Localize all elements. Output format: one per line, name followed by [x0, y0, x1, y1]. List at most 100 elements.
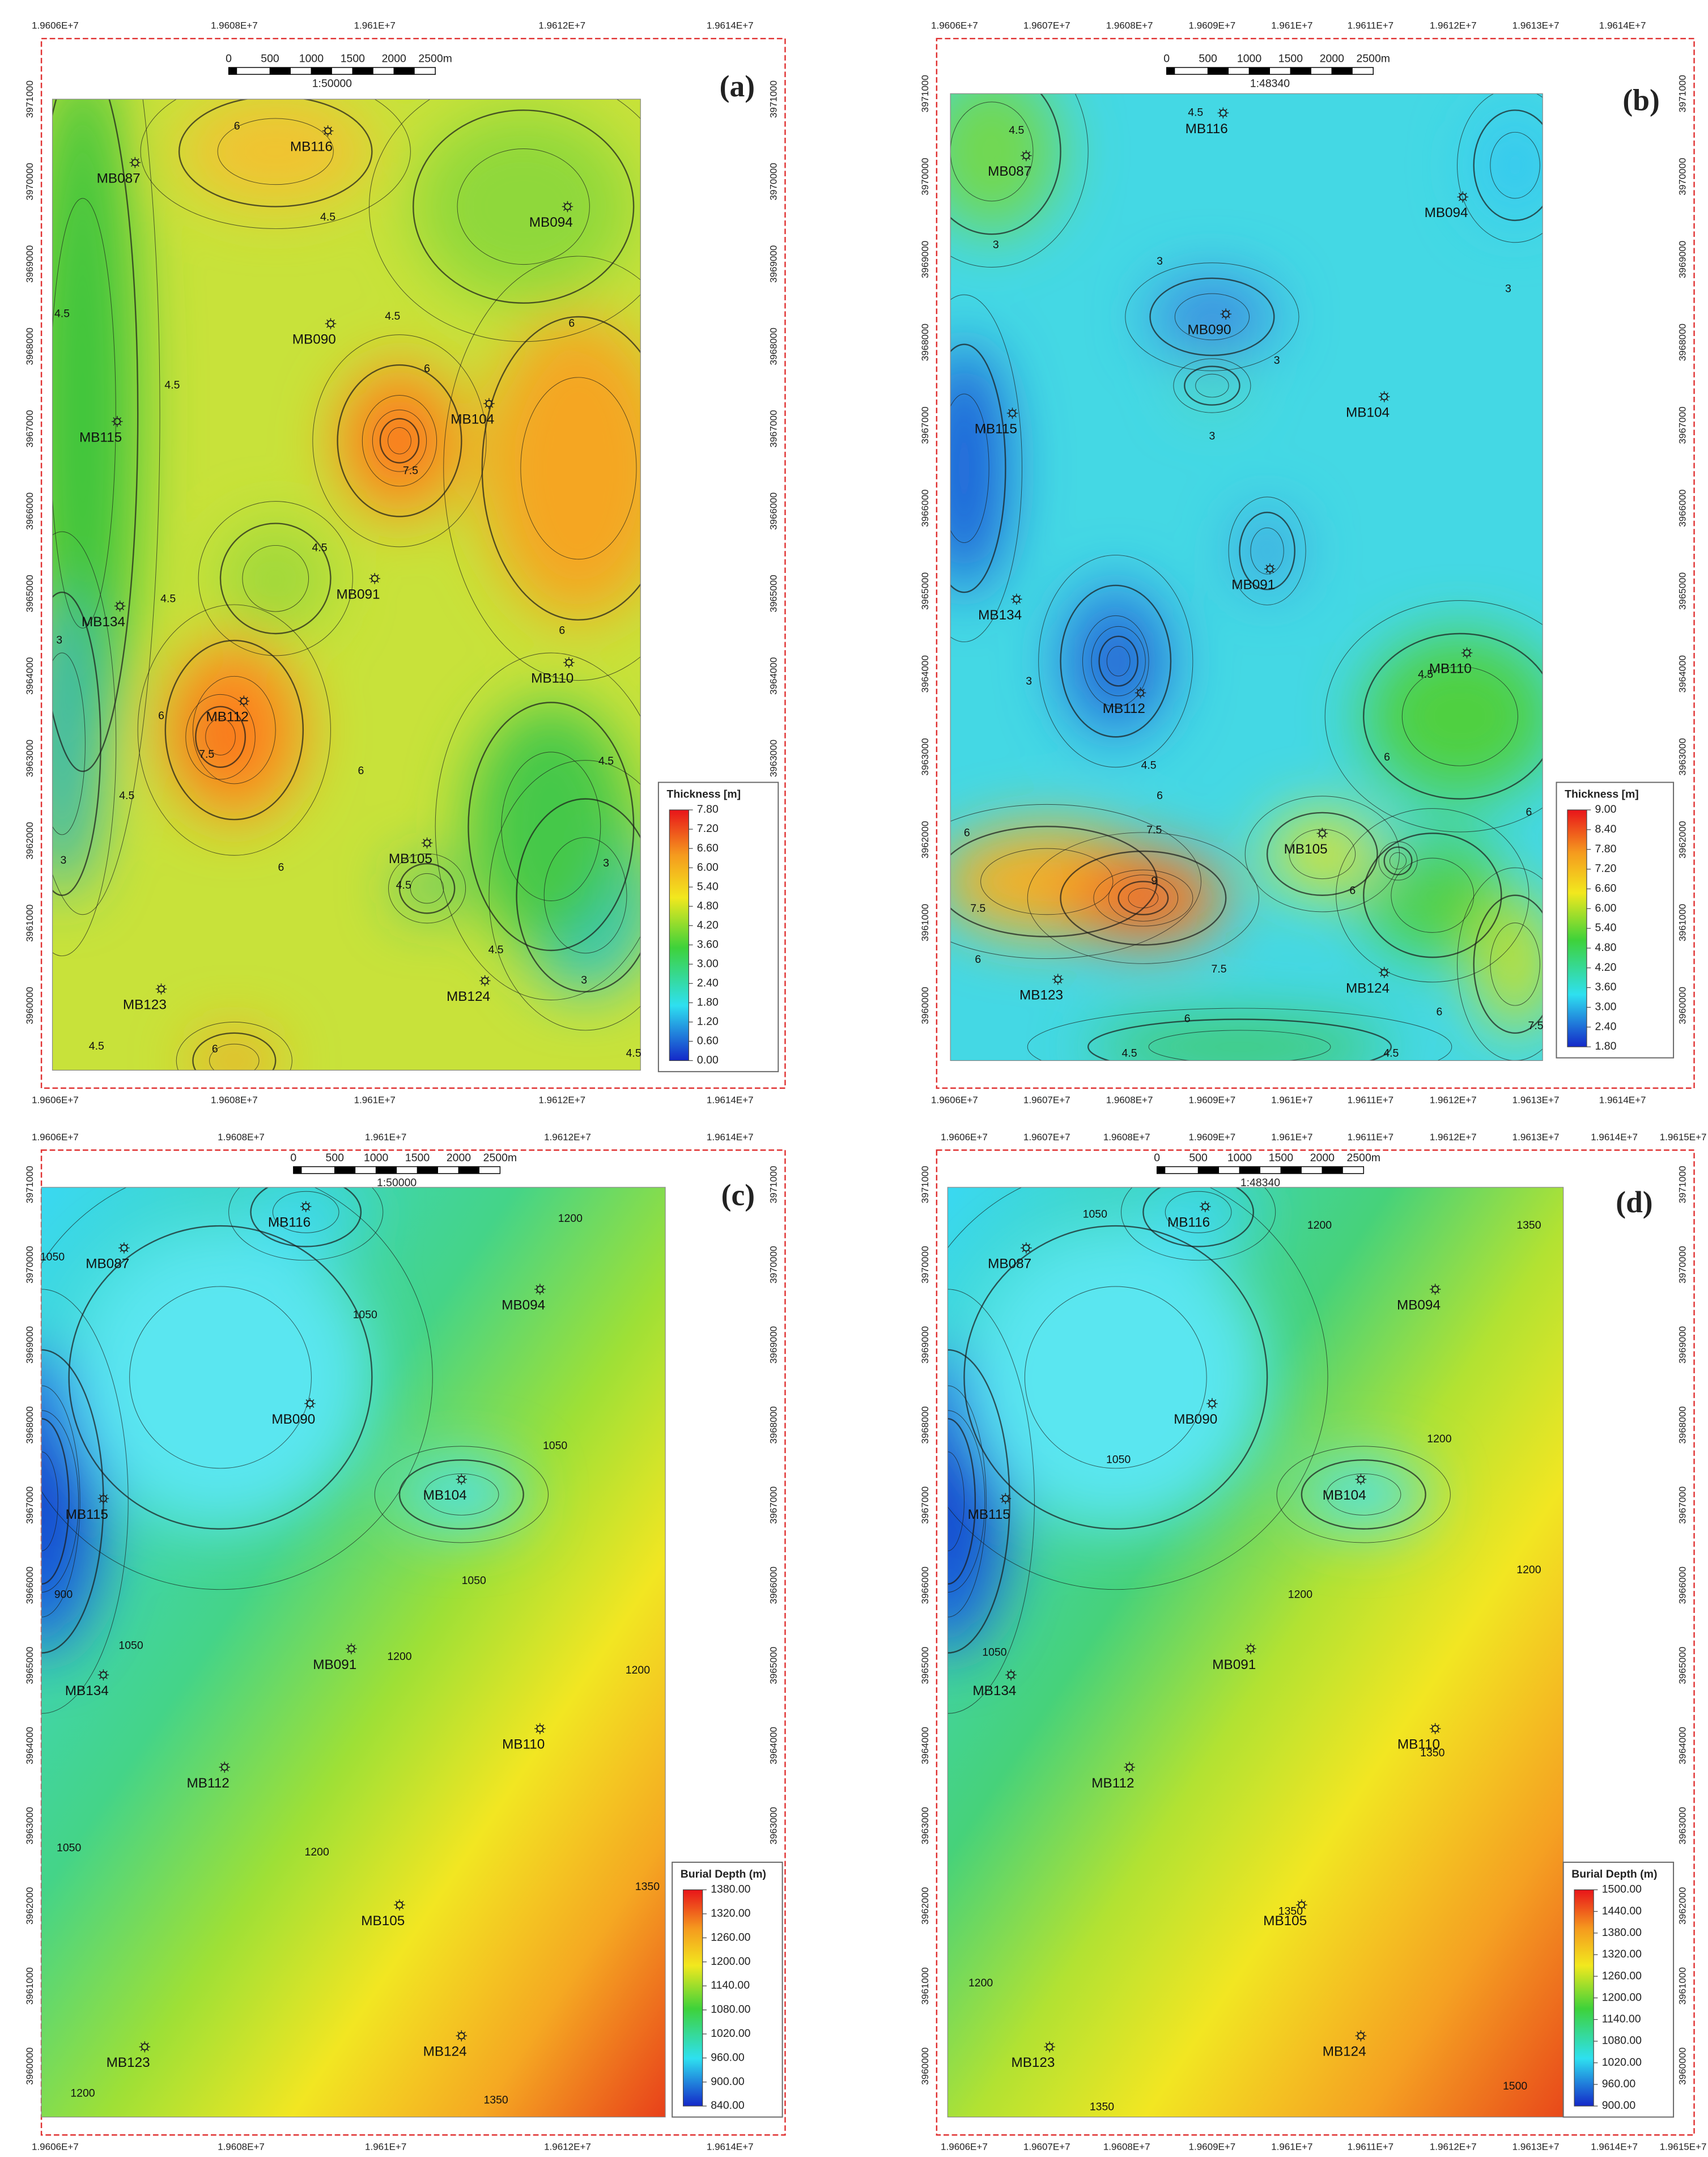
well-symbol: [304, 1398, 316, 1409]
well-spoke: [1464, 193, 1467, 196]
legend-tick-label: 1200.00: [1602, 1991, 1642, 2003]
y-tick-label: 3965000: [768, 575, 779, 612]
well-label: MB091: [1231, 577, 1275, 592]
contour-label: 4.5: [488, 944, 504, 956]
y-tick-label: 3967000: [920, 1487, 931, 1524]
scale-bar-fill: [293, 1166, 302, 1174]
contour-line: [1276, 1446, 1451, 1543]
contour-line: [1473, 109, 1543, 222]
well-spoke: [226, 1763, 229, 1765]
contour-line: [543, 837, 627, 954]
scale-bar-label: 2500m: [1347, 1152, 1380, 1164]
map-panel: 1.9606E+7 1.9606E+7 1.9608E+7 1.9608E+7 1.96…: [24, 20, 786, 1105]
well-spoke: [347, 1650, 350, 1653]
surface-blobs: [948, 1187, 1426, 1653]
legend-tick-label: 960.00: [711, 2051, 745, 2063]
scale-bar-fill: [394, 67, 415, 75]
well-spoke: [119, 423, 122, 426]
contour-label: 6: [1384, 751, 1390, 763]
well-label: MB123: [1019, 988, 1063, 1003]
surface-blob: [193, 1033, 276, 1071]
y-tick-label: 3964000: [768, 1727, 779, 1764]
contour-line: [41, 1385, 80, 1617]
x-tick-label: 1.9607E+7: [1023, 2141, 1070, 2152]
scale-bar-label: 0: [1163, 53, 1170, 65]
contour-label: 6: [1526, 806, 1532, 818]
legend-tick-label: 4.80: [697, 899, 719, 912]
well-symbol: [97, 1669, 109, 1681]
well-symbol: [1200, 1201, 1211, 1212]
well-spoke: [1272, 564, 1274, 567]
well-spoke: [326, 319, 329, 322]
contour-label: 1200: [558, 1212, 583, 1225]
well-symbol: [1378, 391, 1390, 402]
well-spoke: [332, 325, 335, 328]
well-spoke: [301, 1208, 304, 1211]
well-label: MB090: [1174, 1412, 1217, 1427]
contour-line: [41, 1187, 433, 1590]
scale-bar-label: 1500: [1269, 1152, 1293, 1164]
contour-line: [1490, 131, 1540, 199]
legend-tick-label: 0.60: [697, 1035, 719, 1047]
well-label: MB091: [313, 1657, 356, 1672]
well-spoke: [105, 1494, 108, 1497]
contour-label: 6: [1349, 885, 1356, 897]
well-spoke: [370, 580, 373, 583]
well-spoke: [1053, 981, 1056, 984]
contour-line: [1091, 626, 1146, 697]
well-spoke: [245, 697, 248, 699]
scale-bar-label: 1000: [1237, 53, 1261, 65]
panel-label: (a): [720, 69, 755, 103]
well-spoke: [1022, 151, 1025, 154]
contour-label: 4.5: [1188, 106, 1203, 118]
contour-line: [948, 1187, 1328, 1590]
contour-line: [388, 853, 466, 924]
well-spoke: [463, 1481, 466, 1484]
well-label: MB110: [1397, 1737, 1440, 1752]
x-tick-label: 1.9612E+7: [544, 1132, 591, 1143]
contour-label: 1350: [1278, 1905, 1303, 1918]
well-spoke: [1136, 694, 1139, 697]
well-spoke: [120, 1243, 122, 1246]
well-spoke: [1018, 595, 1021, 597]
well-spoke: [1221, 316, 1224, 319]
y-tick-label: 3969000: [24, 1326, 35, 1364]
legend-title: Burial Depth (m): [681, 1868, 766, 1880]
well-label: MB123: [1011, 2055, 1055, 2070]
contour-line: [52, 99, 139, 772]
well-label: MB115: [968, 1507, 1010, 1522]
contour-label: 900: [54, 1589, 73, 1601]
contour-line: [195, 706, 246, 768]
well-spoke: [146, 2048, 149, 2051]
contour-line: [228, 1187, 384, 1261]
y-tick-label: 3963000: [768, 740, 779, 777]
x-tick-label: 1.9606E+7: [32, 1132, 79, 1143]
well-spoke: [1022, 1250, 1025, 1252]
well-symbol: [421, 837, 433, 849]
well-label: MB090: [271, 1412, 315, 1427]
surface-blob: [380, 418, 419, 463]
well-spoke: [1324, 829, 1327, 832]
contour-line: [1336, 808, 1529, 983]
well-spoke: [305, 1399, 308, 1402]
contour-line: [1128, 888, 1159, 908]
contour-label: 1050: [982, 1646, 1006, 1659]
contour-label: 7.5: [403, 464, 418, 477]
y-tick-label: 3965000: [920, 1646, 931, 1684]
y-tick-label: 3970000: [920, 158, 931, 195]
contour-label: 3: [61, 854, 67, 867]
contour-label: 1350: [483, 2094, 508, 2106]
x-tick-label: 1.961E+7: [365, 2141, 406, 2152]
x-tick-label: 1.9611E+7: [1348, 1132, 1393, 1143]
well-label: MB094: [1425, 205, 1468, 220]
x-tick-label: 1.9614E+7: [1599, 20, 1646, 31]
well-label: MB110: [1429, 661, 1472, 677]
contour-label: 6: [964, 827, 970, 839]
contour-label: 4.5: [626, 1047, 641, 1059]
well-spoke: [1201, 1202, 1204, 1205]
y-tick-label: 3962000: [920, 1887, 931, 1925]
surface-blob: [1267, 812, 1378, 895]
well-spoke: [1008, 415, 1011, 418]
well-spoke: [1214, 1399, 1217, 1402]
x-tick-label: 1.9606E+7: [931, 20, 978, 31]
